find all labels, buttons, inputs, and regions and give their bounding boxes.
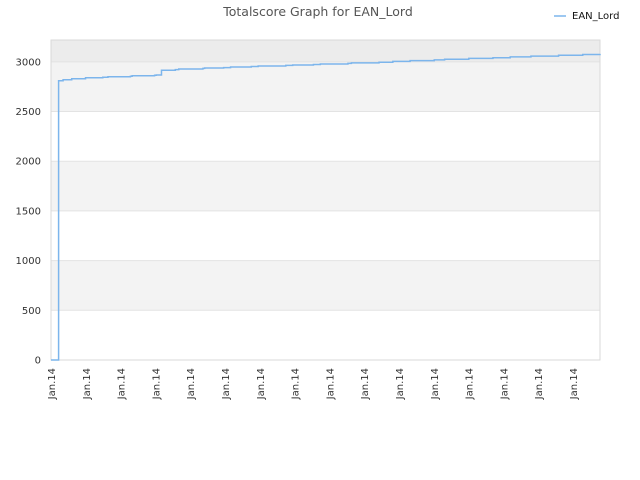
y-tick-label: 1500 [16, 206, 41, 217]
x-tick-label: Jan.14 [151, 368, 162, 400]
x-tick-label: Jan.14 [256, 368, 267, 400]
series-layer [51, 53, 601, 361]
y-tick-label: 0 [35, 356, 41, 367]
x-tick-label: Jan.14 [430, 368, 441, 400]
x-tick-label: Jan.14 [569, 368, 580, 400]
legend-label-eanlord: EAN_Lord [572, 11, 619, 22]
y-tick-label: 3000 [16, 57, 41, 68]
legend[interactable]: EAN_Lord [554, 11, 619, 22]
plot-bands [51, 40, 600, 311]
x-tick-label: Jan.14 [360, 368, 371, 400]
plot-band [51, 260, 600, 311]
x-tick-label: Jan.14 [465, 368, 476, 400]
chart-title: Totalscore Graph for EAN_Lord [222, 4, 413, 19]
x-tick-label: Jan.14 [534, 368, 545, 400]
plot-band [51, 161, 600, 211]
y-axis-ticks: 0 500 1000 1500 2000 2500 3000 [16, 57, 41, 366]
y-tick-label: 2000 [16, 157, 41, 168]
x-tick-label: Jan.14 [291, 368, 302, 400]
y-tick-label: 1000 [16, 256, 41, 267]
x-axis-ticks: Jan.14 Jan.14 Jan.14 Jan.14 Jan.14 Jan.14 Jan.… [47, 368, 580, 400]
x-tick-label: Jan.14 [221, 368, 232, 400]
x-tick-label: Jan.14 [186, 368, 197, 400]
x-tick-label: Jan.14 [499, 368, 510, 400]
x-tick-label: Jan.14 [47, 368, 58, 400]
series-line-eanlord[interactable] [51, 53, 601, 361]
y-tick-label: 2500 [16, 107, 41, 118]
plot-border [50, 39, 601, 361]
x-tick-label: Jan.14 [325, 368, 336, 400]
plot-band-top [51, 40, 600, 62]
y-tick-label: 500 [22, 306, 41, 317]
x-tick-label: Jan.14 [395, 368, 406, 400]
x-tick-label: Jan.14 [82, 368, 93, 400]
x-tick-label: Jan.14 [117, 368, 128, 400]
plot-band [51, 61, 600, 112]
